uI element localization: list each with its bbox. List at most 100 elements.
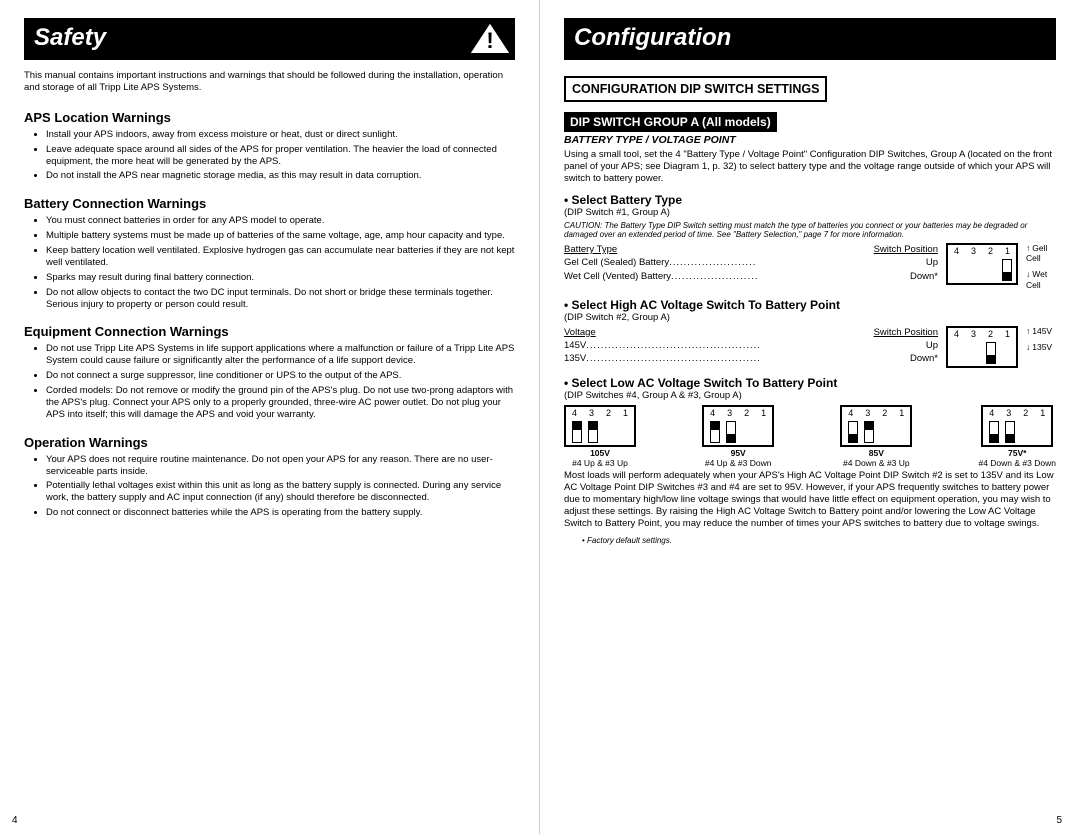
group-a-heading: DIP SWITCH GROUP A (All models) [564,112,777,132]
sect1-row: Battery Type Switch Position Gel Cell (S… [564,243,1056,290]
sect1-table: Battery Type Switch Position Gel Cell (S… [564,243,938,283]
low-ac-dip-item: 4321105V#4 Up & #3 Up [564,405,636,469]
sect2-side-labels: 145V 135V [1026,326,1056,352]
dip-num: 2 [882,408,887,418]
dip-num: 1 [1005,329,1010,339]
warning-triangle-icon: ! [467,20,513,56]
right-page: Configuration CONFIGURATION DIP SWITCH S… [540,0,1080,834]
config-banner-text: Configuration [574,24,731,51]
select-low-ac-heading: • Select Low AC Voltage Switch To Batter… [564,376,1056,390]
sect1-row0-label: Gel Cell (Sealed) Battery [564,257,669,268]
warning-section-heading: APS Location Warnings [24,110,515,125]
dip-num: 2 [988,329,993,339]
dip-num: 2 [606,408,611,418]
warning-list: Do not use Tripp Lite APS Systems in lif… [24,343,515,420]
side-label-top: Gell Cell [1026,243,1056,263]
dip-num: 4 [954,329,959,339]
safety-intro: This manual contains important instructi… [24,70,515,94]
dip-diagram: 4321 [702,405,774,447]
dip-num: 1 [899,408,904,418]
sect2-dip-diagram: 4 3 2 1 [946,326,1018,368]
dip-num: 4 [572,408,577,418]
dip-num: 3 [589,408,594,418]
warning-item: You must connect batteries in order for … [46,215,515,227]
sect1-dip-diagram: 4 3 2 1 [946,243,1018,285]
low-ac-dip-item: 432185V#4 Down & #3 Up [840,405,912,469]
side-label-bot: 135V [1026,342,1056,352]
safety-banner: Safety ! [24,18,515,60]
dip-num: 1 [623,408,628,418]
sect3-dip-row: 4321105V#4 Up & #3 Up432195V#4 Up & #3 D… [564,405,1056,469]
dip-num: 3 [865,408,870,418]
select-high-ac-heading: • Select High AC Voltage Switch To Batte… [564,298,1056,312]
warning-item: Potentially lethal voltages exist within… [46,480,515,504]
side-label-top: 145V [1026,326,1056,336]
sect3-paren: (DIP Switches #4, Group A & #3, Group A) [564,390,1056,401]
closing-paragraph: Most loads will perform adequately when … [564,470,1056,529]
warning-list: Your APS does not require routine mainte… [24,454,515,519]
dip-num: 1 [761,408,766,418]
warning-list: Install your APS indoors, away from exce… [24,129,515,183]
select-battery-type-heading: • Select Battery Type [564,193,1056,207]
warning-list: You must connect batteries in order for … [24,215,515,310]
sect1-row1-label: Wet Cell (Vented) Battery [564,271,671,282]
warning-item: Corded models: Do not remove or modify t… [46,385,515,421]
dip-num: 4 [989,408,994,418]
warning-item: Leave adequate space around all sides of… [46,144,515,168]
dip-note: #4 Down & #3 Up [840,459,912,469]
warning-item: Install your APS indoors, away from exce… [46,129,515,141]
dip-diagram: 4 3 2 1 [840,405,912,447]
dip-num: 2 [1023,408,1028,418]
dip-num: 3 [971,329,976,339]
sect2-col-l: Voltage [564,327,596,338]
sect1-col-l: Battery Type [564,244,617,255]
dip-diagram: 4 3 2 1 [564,405,636,447]
dip-num: 2 [744,408,749,418]
sect2-paren: (DIP Switch #2, Group A) [564,312,1056,323]
warning-item: Do not connect a surge suppressor, line … [46,370,515,382]
warning-item: Keep battery location well ventilated. E… [46,245,515,269]
config-intro: Using a small tool, set the 4 "Battery T… [564,149,1056,185]
safety-banner-text: Safety [34,24,106,51]
sect2-table: Voltage Switch Position 145V Up 135V Dow… [564,326,938,366]
config-box-heading: CONFIGURATION DIP SWITCH SETTINGS [564,76,827,102]
sect2-row: Voltage Switch Position 145V Up 135V Dow… [564,326,1056,368]
sect1-paren: (DIP Switch #1, Group A) [564,207,1056,218]
dip-note: #4 Down & #3 Down [978,459,1056,469]
sect1-col-r: Switch Position [874,243,938,256]
config-banner: Configuration [564,18,1056,60]
dip-num: 2 [988,246,993,256]
sect2-col-r: Switch Position [874,326,938,339]
warning-item: Sparks may result during final battery c… [46,272,515,284]
page-number-left: 4 [12,815,18,826]
dip-num: 1 [1005,246,1010,256]
page-number-right: 5 [1056,815,1062,826]
left-page: Safety ! This manual contains important … [0,0,540,834]
sect1-row1-pos: Down* [910,270,938,283]
factory-default-footnote: Factory default settings. [564,536,1056,545]
dip-num: 3 [727,408,732,418]
side-label-bot: Wet Cell [1026,269,1056,289]
dip-note: #4 Up & #3 Down [702,459,774,469]
dip-note: #4 Up & #3 Up [564,459,636,469]
sect2-row0-pos: Up [926,339,938,352]
low-ac-dip-item: 432195V#4 Up & #3 Down [702,405,774,469]
svg-text:!: ! [486,28,493,53]
dip-num: 4 [954,246,959,256]
dip-num: 1 [1040,408,1045,418]
dip-diagram: 4 3 2 1 [981,405,1053,447]
warning-item: Do not connect or disconnect batteries w… [46,507,515,519]
battery-type-subheading: BATTERY TYPE / VOLTAGE POINT [564,134,1056,146]
warning-section-heading: Battery Connection Warnings [24,196,515,211]
sect1-caution: CAUTION: The Battery Type DIP Switch set… [564,221,1056,239]
warning-item: Do not allow objects to contact the two … [46,287,515,311]
warning-section-heading: Equipment Connection Warnings [24,324,515,339]
sect2-row1-label: 135V [564,353,586,364]
dip-num: 3 [1006,408,1011,418]
sect2-row1-pos: Down* [910,352,938,365]
warning-item: Multiple battery systems must be made up… [46,230,515,242]
low-ac-dip-item: 432175V*#4 Down & #3 Down [978,405,1056,469]
dip-num: 4 [848,408,853,418]
dip-num: 3 [971,246,976,256]
warning-section-heading: Operation Warnings [24,435,515,450]
